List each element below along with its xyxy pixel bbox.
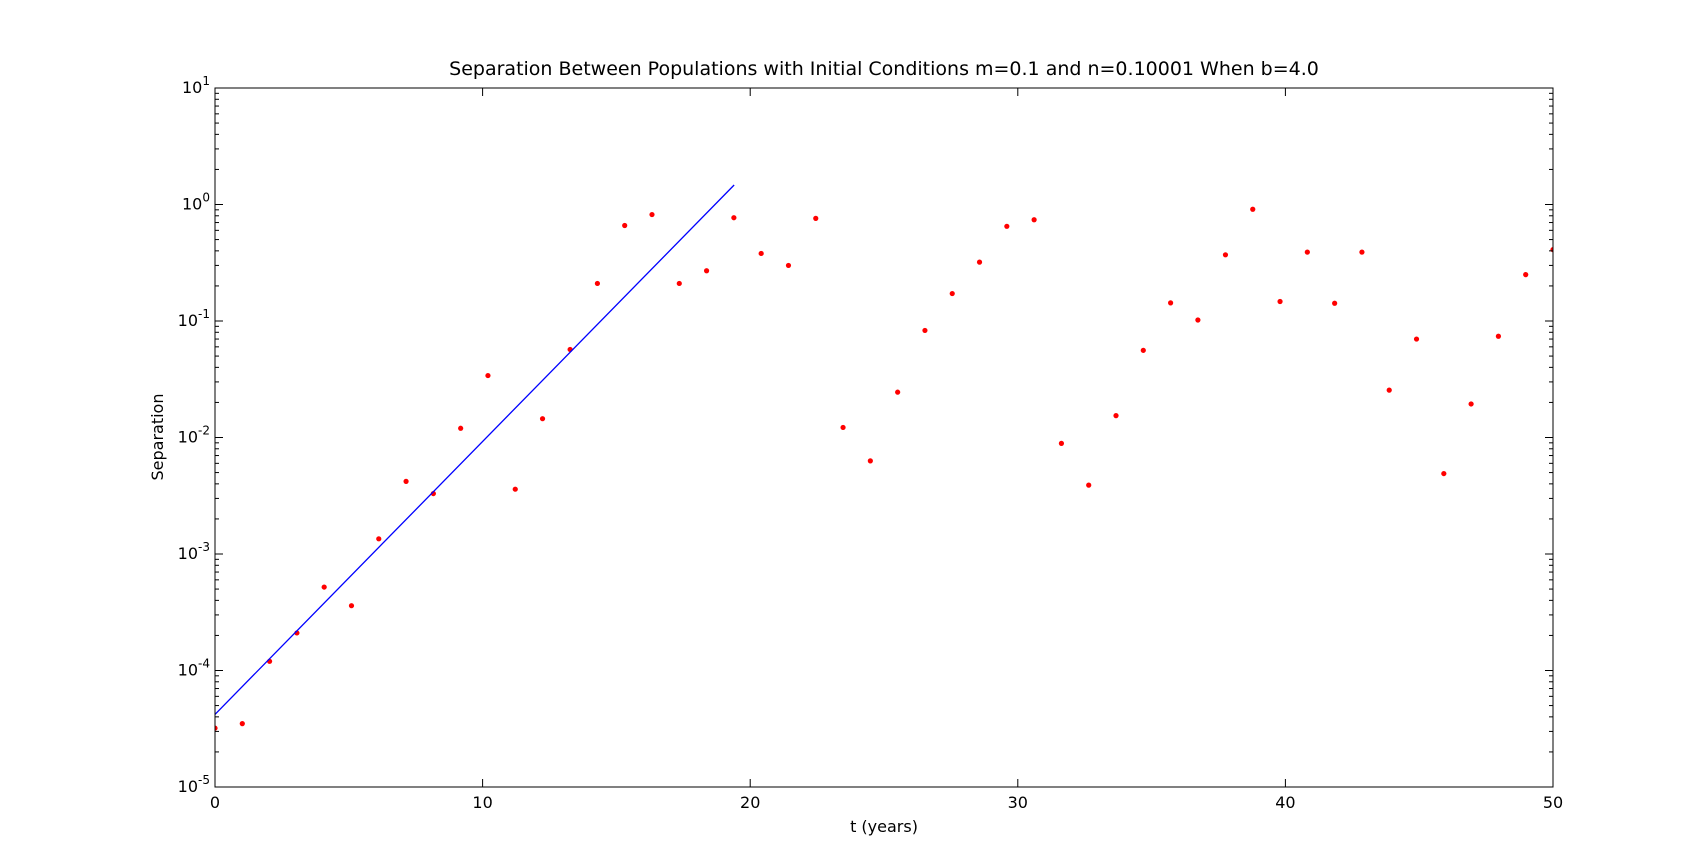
y-tick-label: 10-1 — [178, 307, 210, 330]
data-point — [594, 280, 601, 287]
data-point — [1277, 298, 1283, 305]
data-point — [1359, 249, 1365, 255]
data-point — [785, 262, 792, 269]
data-point — [649, 211, 655, 218]
data-point — [1140, 347, 1146, 353]
data-point — [1250, 206, 1256, 212]
y-tick-label: 10-4 — [178, 657, 210, 680]
data-point — [348, 603, 355, 609]
x-tick-label: 50 — [1543, 793, 1563, 812]
data-point — [1386, 387, 1392, 393]
data-point — [376, 536, 382, 542]
data-point — [867, 458, 873, 464]
x-tick-label: 30 — [1008, 793, 1028, 812]
data-point — [1086, 482, 1092, 488]
data-point — [458, 425, 464, 431]
data-point — [1304, 249, 1310, 255]
ticks-layer: 0 10 20 30 40 50 10-5 10-4 10-3 10-2 10-1 100 101 — [178, 74, 1564, 812]
data-point — [321, 584, 327, 590]
y-tick-label: 10-3 — [178, 540, 210, 563]
data-point — [485, 372, 491, 379]
y-tick-label: 10-5 — [178, 773, 210, 796]
plot-frame — [214, 87, 1554, 788]
y-tick-label: 100 — [182, 191, 210, 214]
y-tick-label: 10-2 — [178, 424, 210, 447]
data-point — [976, 259, 983, 265]
x-tick-label: 20 — [740, 793, 760, 812]
data-point — [922, 327, 928, 334]
chart-title: Separation Between Populations with Init… — [449, 58, 1319, 80]
data-point — [539, 416, 546, 422]
fit-line — [215, 184, 735, 715]
data-point — [1222, 252, 1229, 258]
data-point — [403, 478, 409, 484]
data-point — [1168, 300, 1174, 306]
data-point — [215, 725, 218, 731]
data-point — [895, 389, 901, 395]
data-point — [1113, 413, 1119, 419]
y-axis-label: Separation — [148, 394, 167, 481]
x-tick-label: 10 — [472, 793, 492, 812]
data-layer — [215, 184, 1553, 731]
data-point — [1031, 217, 1037, 223]
data-point — [1004, 223, 1010, 229]
data-point — [703, 268, 710, 274]
data-point — [1495, 333, 1502, 339]
data-point — [758, 250, 764, 257]
data-point — [512, 486, 518, 492]
x-axis-label: t (years) — [850, 817, 918, 836]
data-point — [1058, 440, 1065, 446]
data-point — [813, 215, 819, 221]
data-point — [1441, 470, 1447, 477]
x-tick-label: 0 — [210, 793, 220, 812]
data-point — [239, 721, 245, 727]
data-point — [676, 280, 682, 287]
data-point — [1468, 401, 1474, 407]
data-point — [840, 424, 846, 431]
data-point — [1523, 272, 1529, 278]
data-point — [731, 215, 737, 221]
x-tick-label: 40 — [1275, 793, 1295, 812]
y-tick-label: 101 — [182, 74, 210, 97]
data-point — [1413, 336, 1420, 342]
data-point — [1332, 300, 1338, 306]
data-point — [1195, 317, 1201, 323]
data-point — [949, 290, 955, 297]
data-point — [622, 222, 628, 229]
